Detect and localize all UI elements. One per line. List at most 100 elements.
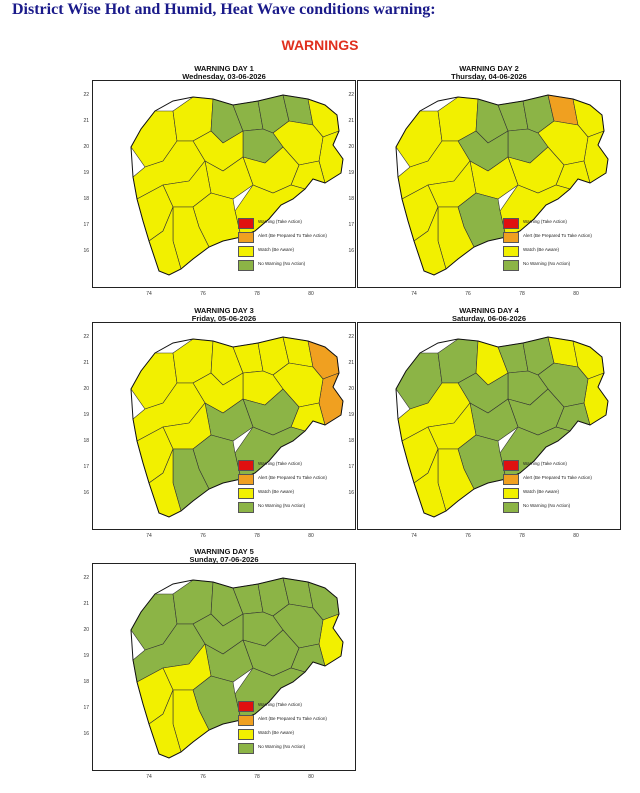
state-boundary	[130, 336, 344, 518]
x-tick-label: 76	[200, 291, 206, 297]
legend-label: Watch (Be Aware)	[523, 489, 560, 494]
legend-label: No Warning (No Action)	[258, 744, 306, 749]
y-tick-label: 21	[83, 360, 89, 366]
maharashtra-district-map	[130, 94, 344, 276]
legend-swatch	[503, 232, 519, 243]
x-tick-label: 76	[465, 291, 471, 297]
legend-label: Watch (Be Aware)	[258, 489, 295, 494]
x-tick-label: 74	[146, 774, 152, 780]
legend-label: Warning (Take Action)	[258, 219, 302, 224]
y-tick-label: 22	[83, 92, 89, 98]
legend-item: No Warning (No Action)	[503, 501, 619, 515]
x-tick-label: 80	[308, 774, 314, 780]
legend-swatch	[503, 502, 519, 513]
x-tick-label: 74	[411, 533, 417, 539]
x-tick-label: 76	[200, 533, 206, 539]
x-tick-label: 74	[411, 291, 417, 297]
y-tick-label: 19	[348, 170, 354, 176]
legend-item: No Warning (No Action)	[503, 259, 619, 273]
x-tick-label: 74	[146, 533, 152, 539]
legend-label: Alert (Be Prepared To Take Action)	[258, 233, 327, 238]
maharashtra-district-map	[130, 336, 344, 518]
map-legend: Warning (Take Action) Alert (Be Prepared …	[238, 217, 354, 273]
warning-map-panel-day-4: WARNING DAY 4 Saturday, 06-06-2026 22 21 20 1…	[348, 306, 621, 539]
y-tick-label: 21	[83, 601, 89, 607]
y-tick-label: 19	[83, 653, 89, 659]
legend-label: No Warning (No Action)	[258, 261, 306, 266]
legend-label: Watch (Be Aware)	[258, 730, 295, 735]
state-boundary	[130, 577, 344, 759]
legend-swatch	[238, 715, 254, 726]
map-legend: Warning (Take Action) Alert (Be Prepared …	[238, 459, 354, 515]
y-tick-label: 17	[348, 222, 354, 228]
legend-item: Watch (Be Aware)	[238, 245, 354, 259]
x-tick-label: 76	[200, 774, 206, 780]
legend-item: Warning (Take Action)	[503, 217, 619, 231]
y-tick-label: 19	[83, 170, 89, 176]
panel-day-date: Saturday, 06-06-2026	[451, 314, 527, 323]
legend-swatch	[238, 729, 254, 740]
y-tick-label: 18	[348, 196, 354, 202]
legend-swatch	[238, 218, 254, 229]
y-tick-label: 16	[83, 490, 89, 496]
x-tick-label: 80	[573, 291, 579, 297]
y-tick-label: 18	[83, 679, 89, 685]
y-tick-label: 18	[83, 438, 89, 444]
legend-swatch	[503, 260, 519, 271]
legend-item: Watch (Be Aware)	[503, 245, 619, 259]
legend-label: No Warning (No Action)	[258, 503, 306, 508]
warning-map-panel-day-5: WARNING DAY 5 Sunday, 07-06-2026 22 21 20 19 1…	[83, 547, 356, 780]
legend-swatch	[503, 474, 519, 485]
legend-label: Watch (Be Aware)	[523, 247, 560, 252]
legend-item: Alert (Be Prepared To Take Action)	[238, 231, 354, 245]
legend-swatch	[238, 460, 254, 471]
legend-label: Alert (Be Prepared To Take Action)	[523, 233, 592, 238]
legend-item: Alert (Be Prepared To Take Action)	[238, 473, 354, 487]
legend-item: Warning (Take Action)	[238, 459, 354, 473]
legend-item: Alert (Be Prepared To Take Action)	[503, 473, 619, 487]
x-tick-label: 76	[465, 533, 471, 539]
legend-label: Warning (Take Action)	[258, 702, 302, 707]
x-tick-label: 78	[254, 533, 260, 539]
page-title: District Wise Hot and Humid, Heat Wave c…	[12, 1, 436, 18]
x-tick-label: 80	[308, 291, 314, 297]
legend-swatch	[238, 743, 254, 754]
panel-day-title: WARNING DAY 3	[194, 306, 254, 315]
legend-label: Warning (Take Action)	[523, 461, 567, 466]
panel-day-title: WARNING DAY 4	[459, 306, 519, 315]
y-tick-label: 20	[83, 386, 89, 392]
y-tick-label: 22	[348, 334, 354, 340]
y-tick-label: 21	[348, 118, 354, 124]
legend-item: Warning (Take Action)	[238, 700, 354, 714]
warning-map-panel-day-1: WARNING DAY 1 Wednesday, 03-06-2026 22 21 20…	[83, 64, 356, 297]
legend-item: No Warning (No Action)	[238, 742, 354, 756]
x-tick-label: 80	[308, 533, 314, 539]
legend-label: No Warning (No Action)	[523, 261, 571, 266]
y-tick-label: 22	[348, 92, 354, 98]
y-tick-label: 21	[83, 118, 89, 124]
state-boundary	[395, 94, 609, 276]
y-tick-label: 16	[348, 248, 354, 254]
legend-label: Alert (Be Prepared To Take Action)	[258, 716, 327, 721]
legend-label: No Warning (No Action)	[523, 503, 571, 508]
y-tick-label: 21	[348, 360, 354, 366]
y-tick-label: 22	[83, 575, 89, 581]
legend-swatch	[503, 488, 519, 499]
y-tick-label: 20	[348, 386, 354, 392]
y-tick-label: 17	[83, 464, 89, 470]
x-tick-label: 80	[573, 533, 579, 539]
legend-swatch	[238, 474, 254, 485]
panel-day-date: Wednesday, 03-06-2026	[182, 72, 266, 81]
x-tick-label: 78	[254, 774, 260, 780]
x-tick-label: 78	[519, 533, 525, 539]
legend-swatch	[238, 260, 254, 271]
map-legend: Warning (Take Action) Alert (Be Prepared …	[238, 700, 354, 756]
legend-swatch	[503, 218, 519, 229]
legend-item: Watch (Be Aware)	[238, 728, 354, 742]
map-legend: Warning (Take Action) Alert (Be Prepared …	[503, 459, 619, 515]
y-tick-label: 18	[348, 438, 354, 444]
legend-item: Alert (Be Prepared To Take Action)	[238, 714, 354, 728]
x-tick-label: 78	[254, 291, 260, 297]
legend-label: Watch (Be Aware)	[258, 247, 295, 252]
legend-label: Alert (Be Prepared To Take Action)	[258, 475, 327, 480]
